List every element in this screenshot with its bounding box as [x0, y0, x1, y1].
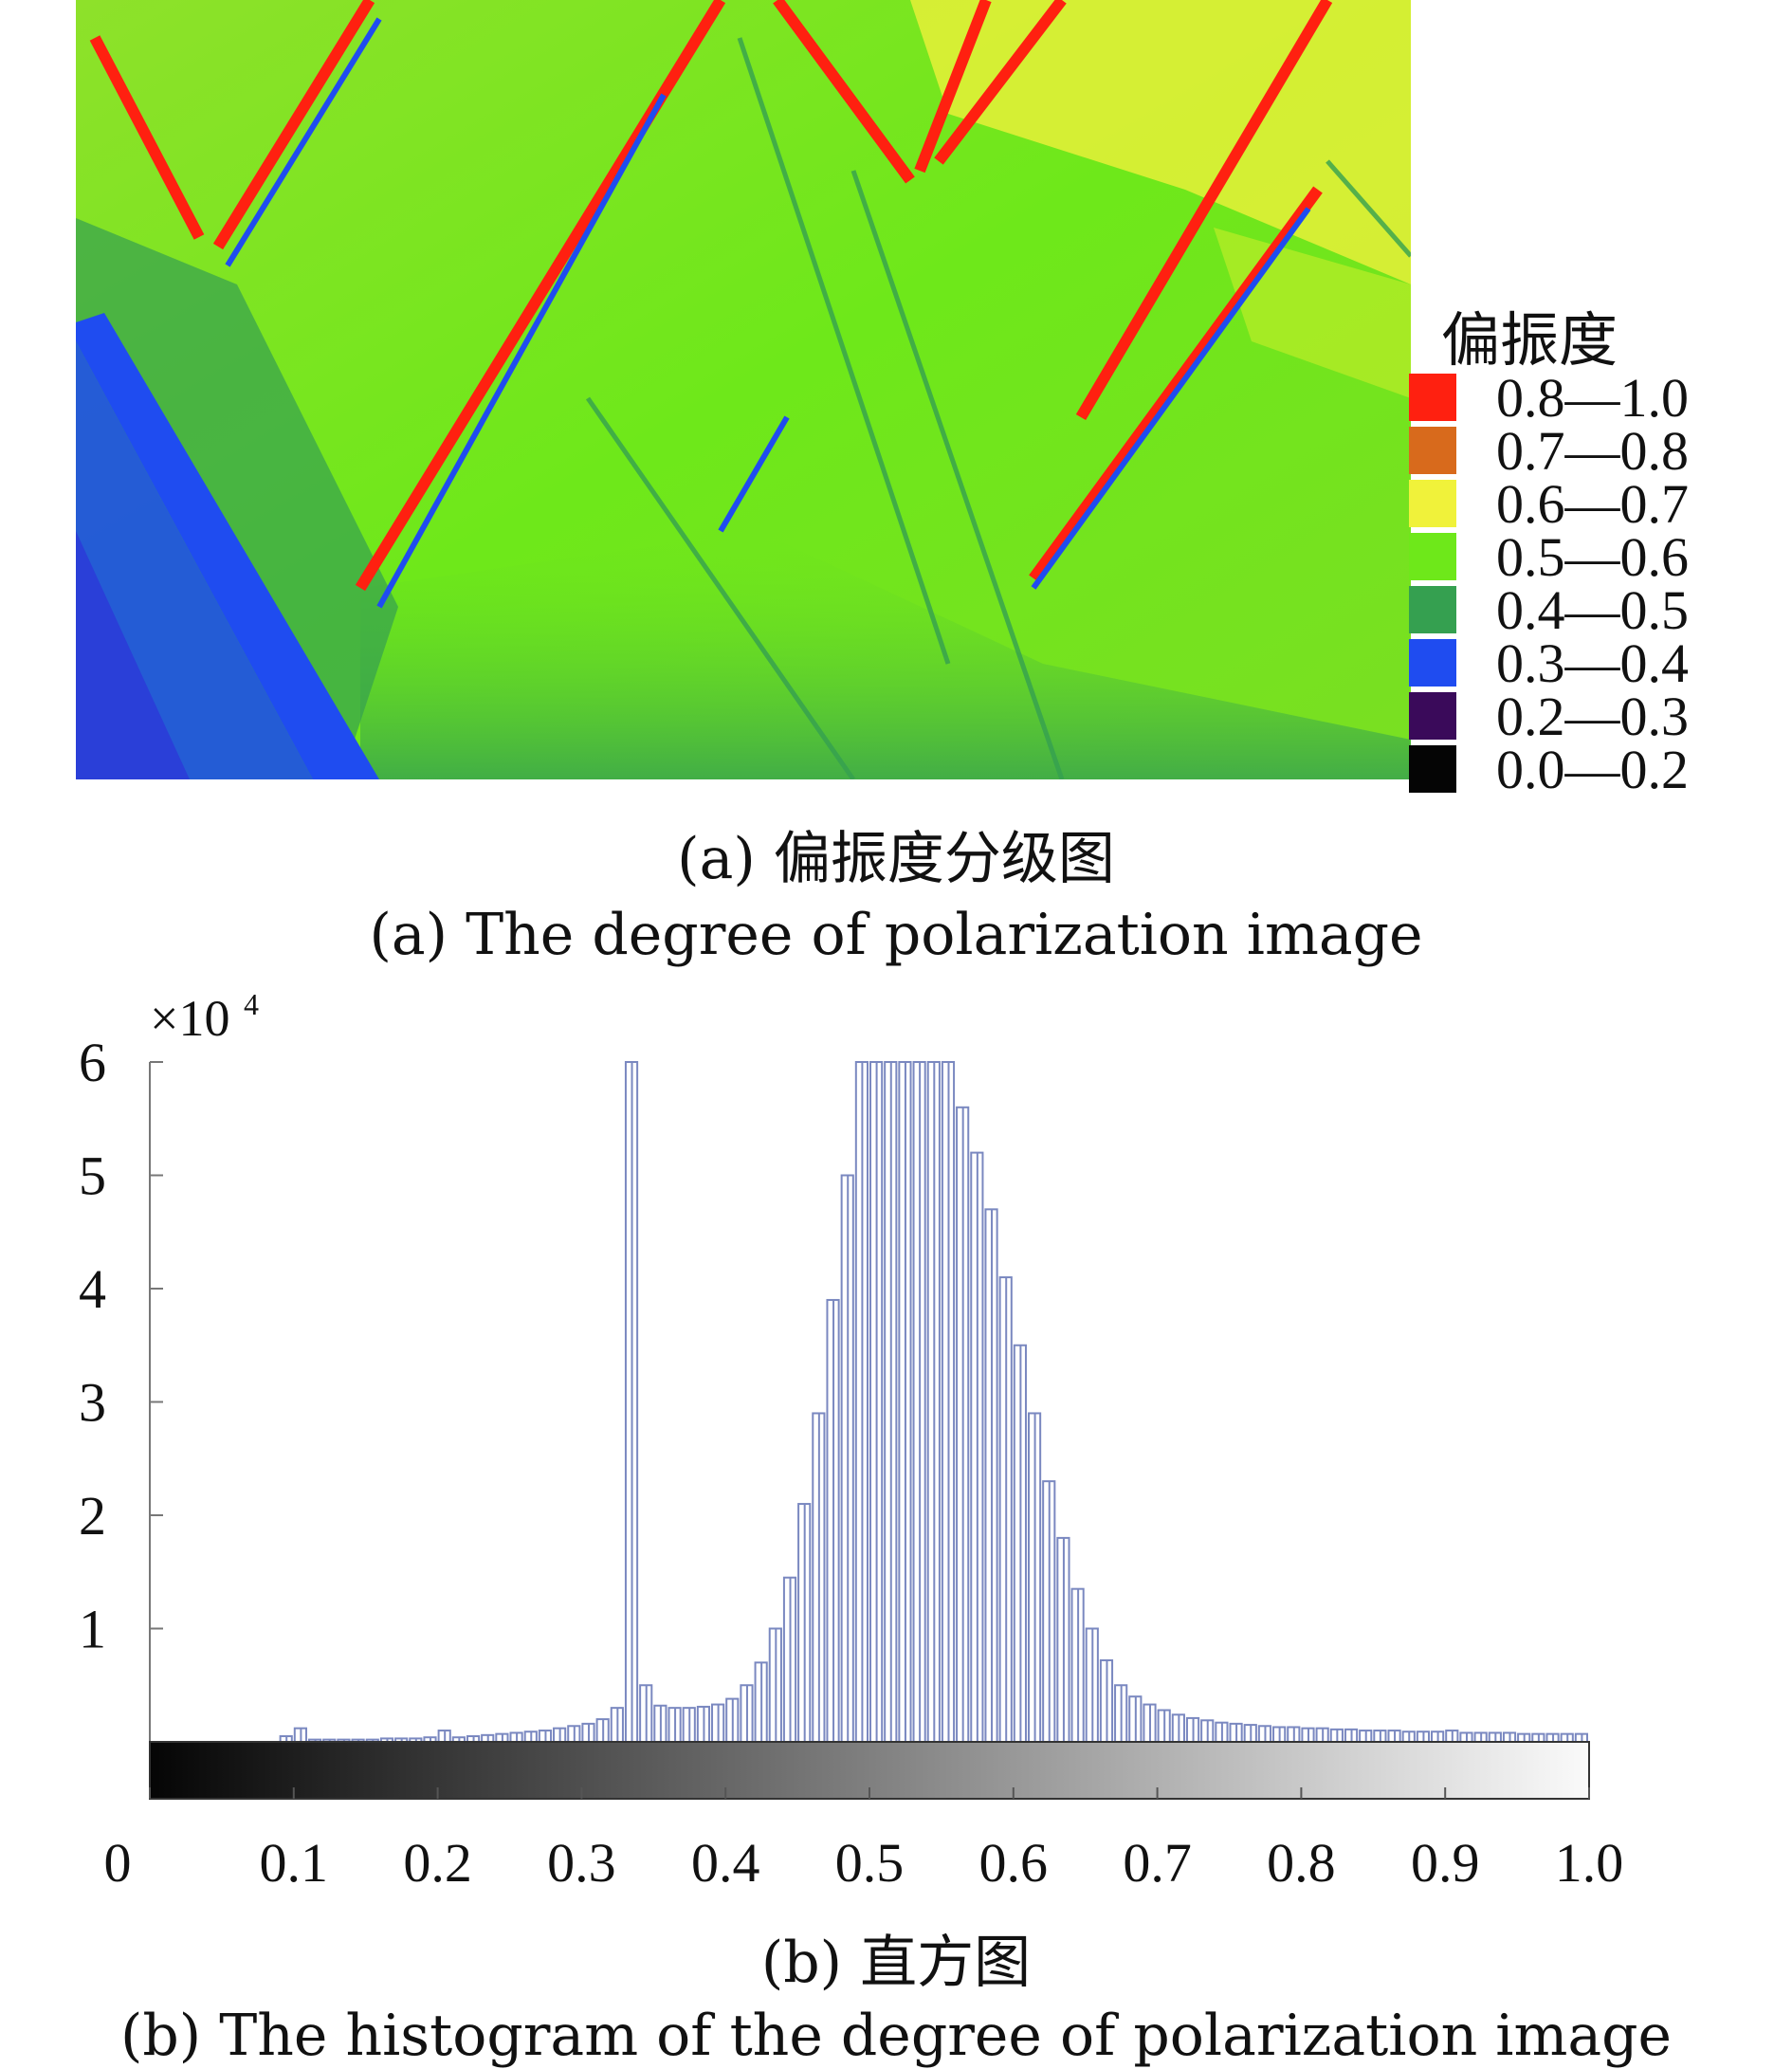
legend-swatch [1409, 692, 1456, 740]
panel-a: 偏振度 0.8—1.0 0.7—0.8 0.6—0.7 0.5—0.6 0.4—0.5 0… [0, 0, 1792, 967]
x-tick-label: 0.4 [691, 1832, 760, 1894]
x-tick-label: 0.7 [1123, 1832, 1192, 1894]
legend-label: 0.2—0.3 [1496, 685, 1689, 747]
legend-swatch [1409, 427, 1456, 474]
y-tick-label: 1 [79, 1599, 106, 1660]
caption-b-cn: (b) 直方图 [760, 1930, 1032, 1996]
y-tick-label: 6 [79, 1032, 106, 1093]
y-tick-label: 3 [79, 1372, 106, 1434]
legend-label: 0.5—0.6 [1496, 525, 1689, 588]
legend-item: 0.7—0.8 [1409, 420, 1689, 482]
legend-swatch [1409, 639, 1456, 687]
x-tick-label: 0.1 [260, 1832, 329, 1894]
legend-title: 偏振度 [1441, 305, 1618, 375]
polarization-map [76, 0, 1411, 779]
histogram-chart: 1 2 3 4 5 6 ×10 4 0 0.1 0.2 0.3 0.4 0.5 0.6 0.7 0.8 0.9 1.… [79, 987, 1624, 1894]
legend-swatch [1409, 480, 1456, 527]
caption-a-en: (a) The degree of polarization image [369, 902, 1423, 968]
legend-label: 0.8—1.0 [1496, 366, 1689, 429]
caption-a-cn: (a) 偏振度分级图 [677, 826, 1115, 892]
legend-item: 0.8—1.0 [1409, 367, 1689, 429]
x-tick-label: 0.6 [979, 1832, 1049, 1894]
legend-swatch [1409, 374, 1456, 421]
legend-item: 0.3—0.4 [1409, 632, 1689, 694]
y-tick-label: 2 [79, 1485, 106, 1547]
y-tick-label: 5 [79, 1145, 106, 1207]
legend-label: 0.3—0.4 [1496, 632, 1689, 694]
y-multiplier: ×10 [150, 990, 229, 1047]
caption-b-en: (b) The histogram of the degree of polar… [119, 2003, 1673, 2069]
legend-swatch [1409, 586, 1456, 633]
legend-label: 0.0—0.2 [1496, 738, 1689, 800]
legend-item: 0.5—0.6 [1409, 526, 1689, 588]
legend-label: 0.6—0.7 [1496, 472, 1689, 535]
y-tick-label: 4 [79, 1258, 106, 1320]
x-tick-label: 0.5 [835, 1832, 905, 1894]
x-tick-label: 1.0 [1555, 1832, 1624, 1894]
legend-label: 0.7—0.8 [1496, 419, 1689, 482]
legend-swatch [1409, 745, 1456, 793]
x-tick-label: 0.9 [1411, 1832, 1480, 1894]
legend-item: 0.0—0.2 [1409, 739, 1689, 800]
x-tick-label: 0 [104, 1832, 132, 1894]
y-multiplier-exponent: 4 [244, 987, 259, 1021]
legend-item: 0.4—0.5 [1409, 579, 1689, 641]
legend-swatch [1409, 533, 1456, 580]
panel-b: 1 2 3 4 5 6 ×10 4 0 0.1 0.2 0.3 0.4 0.5 0.6 0.7 0.8 0.9 1.… [0, 977, 1792, 2064]
x-tick-label: 0.3 [547, 1832, 616, 1894]
x-tick-label: 0.2 [403, 1832, 472, 1894]
legend-label: 0.4—0.5 [1496, 578, 1689, 641]
legend-item: 0.2—0.3 [1409, 686, 1689, 747]
legend-item: 0.6—0.7 [1409, 473, 1689, 535]
x-tick-label: 0.8 [1267, 1832, 1336, 1894]
